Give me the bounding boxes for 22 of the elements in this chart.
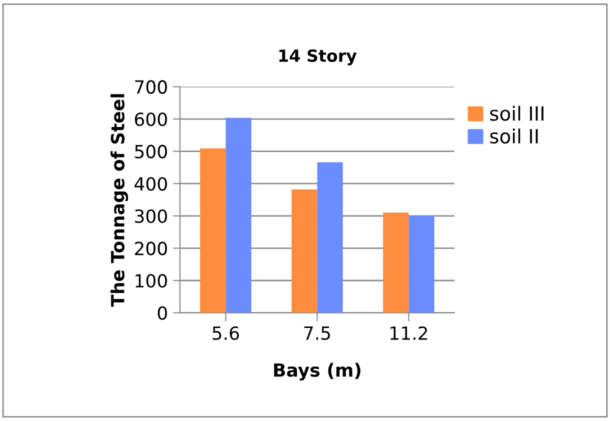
x-tick-label: 7.5 — [304, 326, 330, 340]
legend-label: soil III — [490, 106, 544, 121]
bar — [408, 216, 434, 313]
bar — [292, 189, 318, 313]
x-tick-label: 11.2 — [390, 326, 427, 340]
y-tick-label: 700 — [135, 80, 167, 94]
y-tick-label: 600 — [134, 112, 167, 126]
y-tick-label: 400 — [134, 177, 167, 191]
y-tick-label: 500 — [135, 144, 167, 158]
bar — [226, 118, 252, 313]
x-axis-title: Bays (m) — [274, 362, 360, 381]
y-tick-label: 300 — [135, 209, 167, 224]
legend-label: soil II — [490, 128, 538, 144]
bar — [383, 212, 409, 313]
y-tick-label: 100 — [136, 274, 167, 288]
chart-title: 14 Story — [279, 49, 357, 66]
y-tick-label: 200 — [135, 242, 167, 256]
bar — [200, 148, 226, 313]
x-tick-label: 5.6 — [212, 326, 239, 340]
y-axis-title: The Tonnage of Steel — [110, 94, 128, 307]
y-tick-label: 0 — [158, 306, 167, 320]
bar — [317, 162, 343, 313]
